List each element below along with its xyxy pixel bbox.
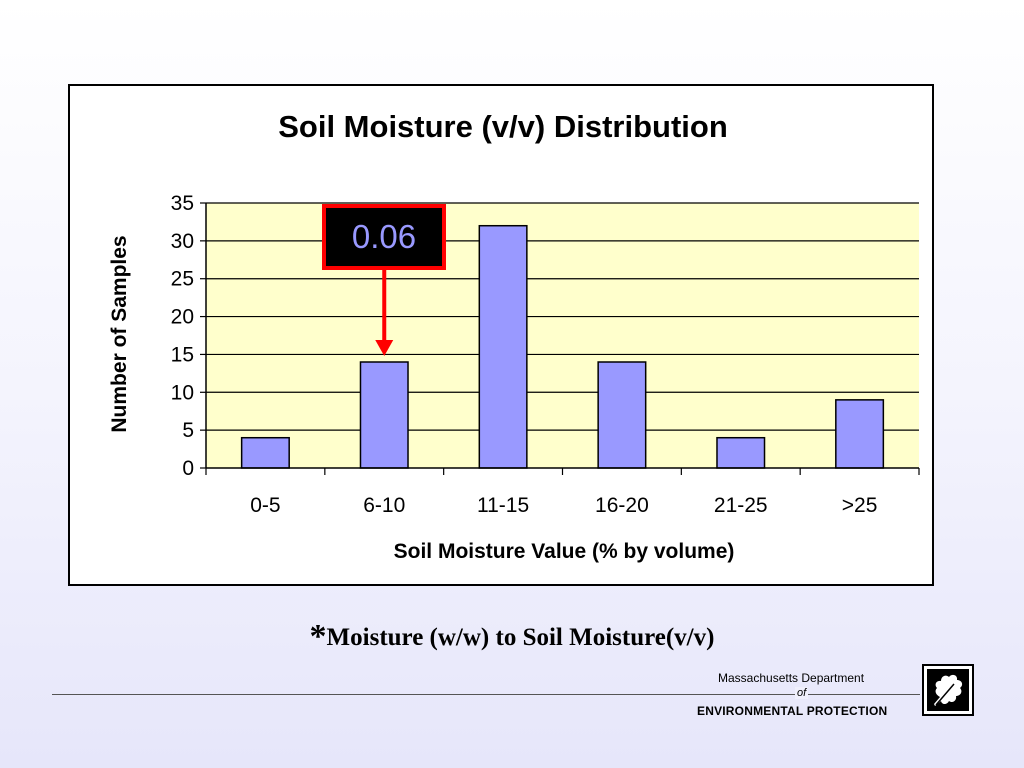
x-tick-label: >25 (842, 494, 878, 517)
bar (716, 436, 766, 469)
x-tick-label: 6-10 (363, 494, 405, 517)
footer-agency: ENVIRONMENTAL PROTECTION (697, 704, 888, 718)
y-tick-label: 35 (171, 192, 194, 215)
footer-of: of (795, 687, 809, 699)
callout-box (322, 204, 446, 270)
bar (597, 361, 647, 469)
axes (200, 202, 920, 475)
footnote-star: * (309, 618, 327, 655)
chart-frame: Soil Moisture (v/v) Distribution 0 5 10 15 2… (68, 84, 934, 586)
y-tick-label: 15 (171, 343, 194, 366)
x-tick-label: 21-25 (714, 494, 768, 517)
bar (835, 399, 885, 469)
plot-background (206, 203, 919, 468)
bar (359, 361, 409, 469)
x-tick-label: 11-15 (477, 494, 529, 517)
y-tick-label: 10 (171, 381, 194, 404)
chart-title: Soil Moisture (v/v) Distribution (278, 109, 728, 144)
bar (240, 436, 290, 469)
x-axis-title: Soil Moisture Value (% by volume) (394, 540, 735, 563)
x-tick-label: 16-20 (595, 494, 649, 517)
footer-divider (52, 694, 920, 695)
y-tick-label: 30 (171, 230, 194, 253)
bar (478, 224, 528, 469)
annotation-callout: 0.06 (322, 204, 446, 356)
bars (240, 224, 885, 469)
footnote: *Moisture (w/w) to Soil Moisture(v/v) (0, 618, 1024, 656)
footnote-text: Moisture (w/w) to Soil Moisture(v/v) (326, 624, 715, 651)
y-tick-label: 0 (182, 457, 194, 480)
y-axis-title: Number of Samples (108, 235, 131, 432)
tick-labels: 0 5 10 15 20 25 30 35 0-5 6-10 11-15 16-20 21-25 >25 (171, 192, 878, 517)
callout-label: 0.06 (352, 218, 416, 255)
footer-department: Massachusetts Department (718, 671, 865, 685)
oak-leaf-icon (922, 664, 974, 716)
callout-arrow-head (375, 340, 394, 356)
chart-svg: Soil Moisture (v/v) Distribution 0 5 10 15 2… (108, 109, 920, 563)
y-tick-label: 5 (182, 419, 194, 442)
y-tick-label: 25 (171, 268, 194, 291)
x-tick-label: 0-5 (250, 494, 280, 517)
y-tick-label: 20 (171, 306, 194, 329)
